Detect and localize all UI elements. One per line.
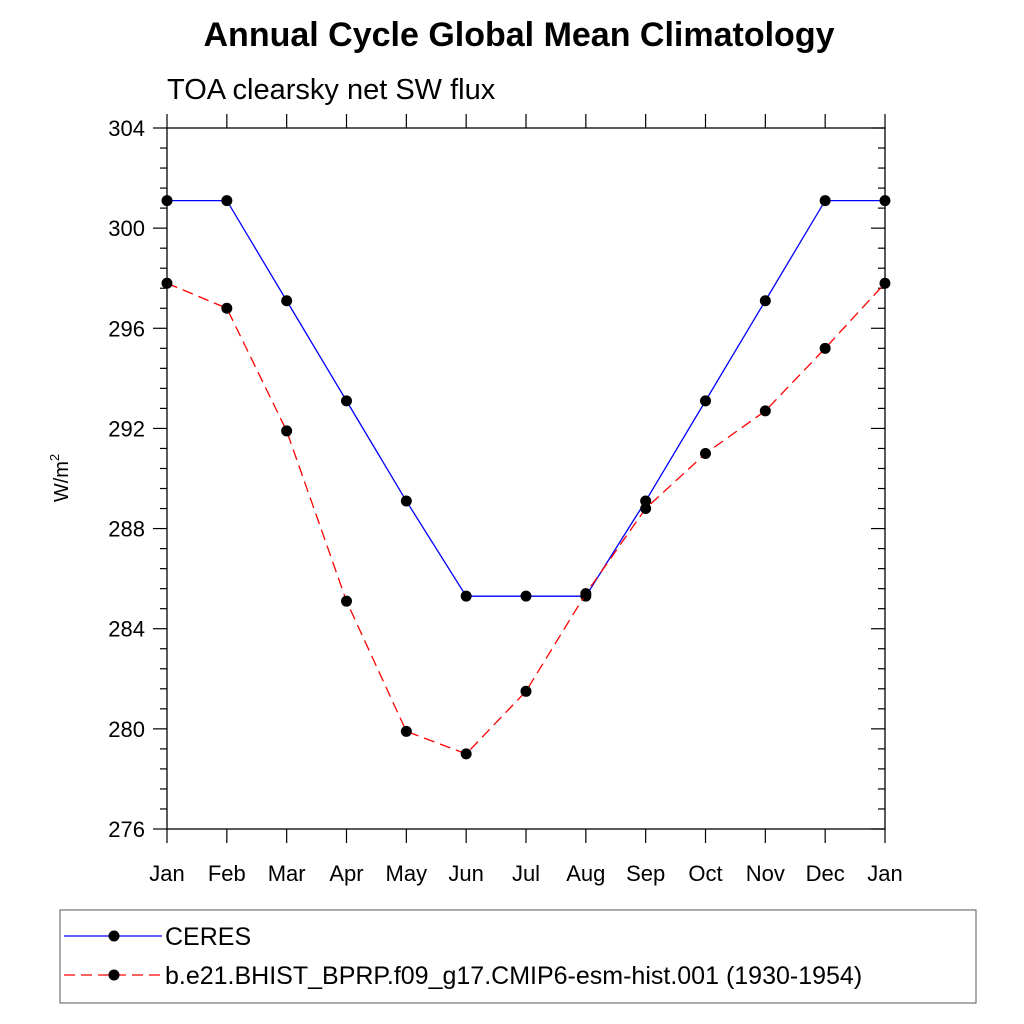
y-tick-label: 284 xyxy=(108,617,145,642)
data-point xyxy=(819,195,831,207)
x-tick-label: Sep xyxy=(626,861,665,886)
data-point xyxy=(281,425,293,437)
y-tick-label: 280 xyxy=(108,717,145,742)
data-point xyxy=(221,302,233,314)
legend-marker xyxy=(108,930,120,942)
data-point xyxy=(700,395,711,407)
data-point xyxy=(520,590,532,602)
series-1 xyxy=(161,195,891,602)
data-point xyxy=(400,725,412,737)
x-tick-label: Jan xyxy=(149,861,184,886)
x-tick-label: Oct xyxy=(688,861,722,886)
y-tick-label: 296 xyxy=(108,316,145,341)
x-tick-label: Dec xyxy=(806,861,845,886)
series-2 xyxy=(161,277,891,760)
x-tick-label: Apr xyxy=(329,861,363,886)
y-axis-label-units: W/m xyxy=(51,461,73,502)
data-point xyxy=(460,748,472,760)
y-tick-label: 276 xyxy=(108,817,145,842)
data-point xyxy=(640,503,652,515)
x-tick-label: Jul xyxy=(512,861,540,886)
x-tick-label: Jan xyxy=(867,861,902,886)
data-point xyxy=(281,295,293,307)
data-point xyxy=(161,195,173,207)
data-point xyxy=(580,588,592,600)
y-axis-label: W/m2 xyxy=(47,454,73,502)
data-point xyxy=(700,447,711,459)
data-point xyxy=(759,295,771,307)
x-tick-label: Aug xyxy=(566,861,605,886)
x-tick-label: Mar xyxy=(268,861,306,886)
series-line xyxy=(166,282,886,755)
data-point xyxy=(341,595,352,607)
plot-border xyxy=(166,127,886,830)
y-axis: 276 280 284 288 292 296 300 304 xyxy=(108,116,885,842)
data-point xyxy=(819,342,831,354)
y-tick-label: 300 xyxy=(108,216,145,241)
legend: CERES b.e21.BHIST_BPRP.f09_g17.CMIP6-esm-… xyxy=(59,909,977,1004)
data-point xyxy=(161,277,173,289)
data-point xyxy=(879,195,891,207)
y-tick-label: 288 xyxy=(108,517,145,542)
data-point xyxy=(400,495,412,507)
data-point xyxy=(759,405,771,417)
data-point xyxy=(520,685,532,697)
y-tick-label: 304 xyxy=(108,116,145,141)
x-tick-label: Feb xyxy=(208,861,246,886)
data-point xyxy=(341,395,352,407)
data-point xyxy=(460,590,472,602)
plot-area xyxy=(166,127,886,830)
data-point xyxy=(221,195,233,207)
data-point xyxy=(879,277,891,289)
legend-box xyxy=(59,909,977,1004)
legend-label: CERES xyxy=(165,923,251,951)
chart-title: Annual Cycle Global Mean Climatology xyxy=(204,16,835,54)
x-tick-label: Jun xyxy=(448,861,483,886)
x-axis: Jan Feb Mar Apr May Jun Jul Aug Sep Oct Nov Dec Jan xyxy=(149,114,903,886)
y-tick-label: 292 xyxy=(108,416,145,441)
legend-label: b.e21.BHIST_BPRP.f09_g17.CMIP6-esm-hist.… xyxy=(165,962,862,990)
series-line xyxy=(167,199,885,597)
x-tick-label: May xyxy=(386,861,428,886)
chart-subtitle: TOA clearsky net SW flux xyxy=(167,74,496,106)
x-tick-label: Nov xyxy=(746,861,785,886)
legend-marker xyxy=(108,969,120,981)
y-axis-label-superscript: 2 xyxy=(47,454,62,461)
series-layer xyxy=(161,195,891,760)
